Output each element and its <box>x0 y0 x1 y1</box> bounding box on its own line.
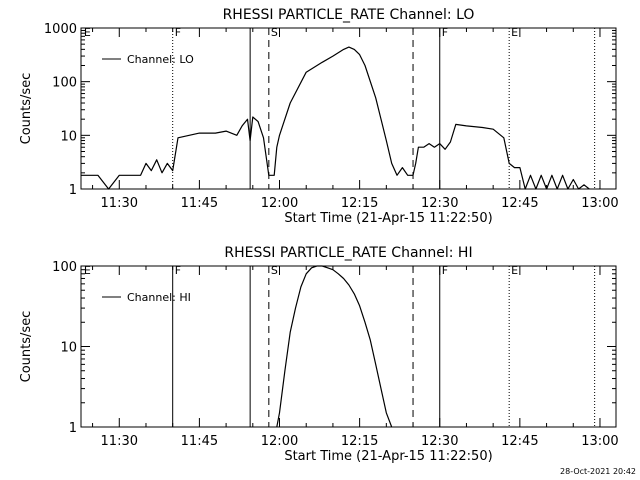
panel1-x-axis-label: Start Time (21-Apr-15 11:22:50) <box>284 211 492 226</box>
panel1-x-tick-label: 11:30 <box>101 196 138 211</box>
panel2-marker-label: F <box>175 264 181 277</box>
panel1-legend-label: Channel: LO <box>127 53 194 66</box>
footer-timestamp: 28-Oct-2021 20:42 <box>560 467 636 476</box>
panel2-marker-label: E <box>511 264 518 277</box>
panel2-x-tick-label: 12:45 <box>501 434 538 449</box>
panel1-x-tick-label: 12:15 <box>341 196 378 211</box>
panel2-x-tick-label: 12:30 <box>421 434 458 449</box>
panel1-marker-label: F <box>175 26 181 39</box>
panel2-x-tick-label: 13:00 <box>581 434 618 449</box>
panel2-y-axis-label: Counts/sec <box>19 311 34 383</box>
panel2-y-tick-label: 10 <box>60 341 77 356</box>
panel2-x-tick-label: 12:15 <box>341 434 378 449</box>
panel1-x-tick-label: 12:00 <box>261 196 298 211</box>
panel1-x-tick-label: 11:45 <box>181 196 218 211</box>
panel1-series-line <box>81 46 590 190</box>
panel1-y-tick-label: 1000 <box>44 22 77 37</box>
panel2-marker-label: E <box>84 264 91 277</box>
panel1-marker-label: S <box>271 26 278 39</box>
panel1-y-tick-label: 10 <box>60 129 77 144</box>
panel1-y-tick-label: 100 <box>52 76 77 91</box>
panel2-y-tick-label: 100 <box>52 260 77 275</box>
panel1-x-tick-label: 12:30 <box>421 196 458 211</box>
panel2-marker-label: S <box>271 264 278 277</box>
panel1-plot-frame <box>80 27 617 190</box>
panel2-x-tick-label: 12:00 <box>261 434 298 449</box>
panel1-marker-label: F <box>442 26 448 39</box>
panel2-legend-label: Channel: HI <box>127 291 191 304</box>
panel2-x-tick-label: 11:45 <box>181 434 218 449</box>
panel1-y-axis-label: Counts/sec <box>19 73 34 145</box>
panel2-marker-label: F <box>442 264 448 277</box>
panel1-marker-label: E <box>84 26 91 39</box>
panel2-x-tick-label: 11:30 <box>101 434 138 449</box>
panel1-y-tick-label: 1 <box>69 183 77 198</box>
panel1-x-tick-label: 13:00 <box>581 196 618 211</box>
panel1-x-tick-label: 12:45 <box>501 196 538 211</box>
panel1-title: RHESSI PARTICLE_RATE Channel: LO <box>223 7 475 23</box>
panel1-marker-label: E <box>511 26 518 39</box>
panel2-y-tick-label: 1 <box>69 421 77 436</box>
panel2-series-line <box>276 265 393 428</box>
panel2-x-axis-label: Start Time (21-Apr-15 11:22:50) <box>284 449 492 464</box>
panel2-title: RHESSI PARTICLE_RATE Channel: HI <box>224 245 472 261</box>
